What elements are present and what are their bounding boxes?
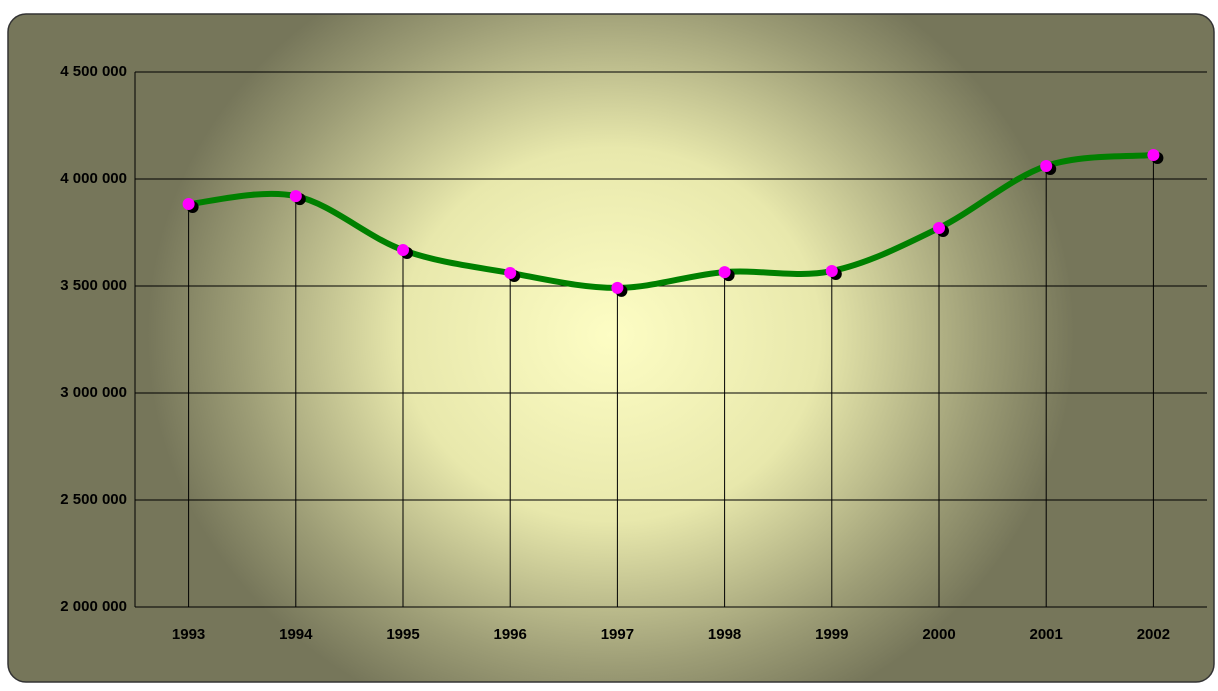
x-tick-label: 2000: [922, 626, 955, 643]
y-tick-label: 4 000 000: [60, 170, 127, 187]
marker: [933, 222, 945, 235]
marker: [1147, 149, 1160, 162]
y-tick-label: 2 500 000: [60, 491, 127, 508]
marker: [611, 281, 624, 294]
x-tick-label: 1998: [708, 626, 741, 643]
marker: [504, 266, 517, 279]
x-tick-label: 1999: [815, 626, 848, 643]
marker: [289, 190, 302, 203]
x-tick-label: 1993: [172, 626, 205, 643]
x-tick-label: 1997: [601, 626, 634, 643]
marker: [1040, 159, 1053, 172]
x-tick-label: 1996: [494, 626, 527, 643]
marker: [825, 265, 838, 278]
y-tick-label: 3 500 000: [60, 277, 127, 294]
marker: [397, 244, 409, 257]
plot-area: 2 000 000 2 500 000 3 000 000 3 500 000 4 00…: [60, 63, 1207, 643]
x-tick-label: 1995: [386, 626, 419, 643]
y-tick-label: 4 500 000: [60, 63, 127, 80]
data-line: [185, 152, 1157, 291]
y-tick-label: 3 000 000: [60, 384, 127, 401]
marker: [718, 266, 731, 279]
chart-background: [7, 13, 1215, 683]
x-tick-label: 2002: [1137, 626, 1170, 643]
x-tick-label: 1994: [279, 626, 313, 643]
x-tick-label: 2001: [1030, 626, 1063, 643]
y-tick-label: 2 000 000: [60, 598, 127, 615]
marker: [182, 198, 195, 211]
